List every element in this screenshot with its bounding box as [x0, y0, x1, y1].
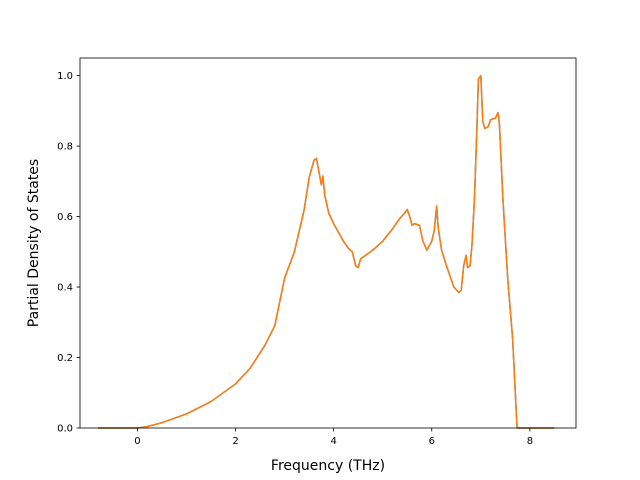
- y-axis-label: Partial Density of States: [26, 159, 42, 327]
- series-line-2: [98, 74, 555, 429]
- x-tick-label: 8: [527, 436, 533, 447]
- x-tick-label: 4: [330, 436, 336, 447]
- y-tick-label: 0.8: [57, 142, 73, 153]
- y-tick-label: 0.4: [57, 283, 73, 294]
- ticks-layer: 0 2 4 6 8 0.0 0.2 0.4 0.6 0.8 1.0: [57, 71, 533, 447]
- y-tick-label: 0.2: [57, 353, 73, 364]
- y-tick-label: 0.6: [57, 212, 73, 223]
- series-layer: [98, 74, 555, 429]
- plot-frame: [79, 57, 577, 429]
- x-tick-label: 0: [134, 436, 140, 447]
- x-tick-label: 2: [232, 436, 238, 447]
- y-tick-label: 1.0: [57, 71, 73, 82]
- x-axis-label: Frequency (THz): [271, 458, 385, 474]
- x-tick-label: 6: [429, 436, 435, 447]
- plot-area: [80, 58, 576, 428]
- y-tick-label: 0.0: [57, 424, 73, 435]
